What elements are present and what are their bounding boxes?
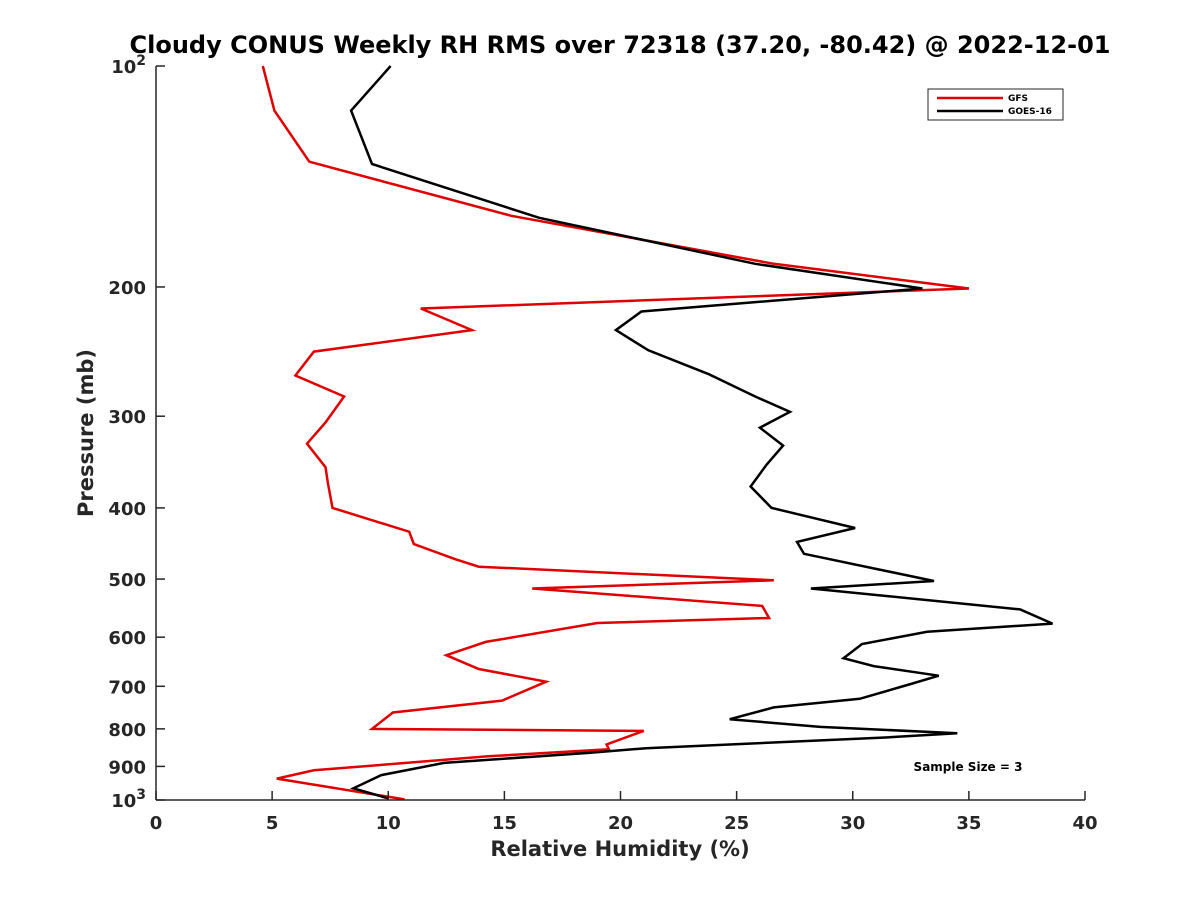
- y-tick-label: 700: [108, 677, 146, 698]
- y-tick-label: 103: [111, 787, 146, 812]
- y-tick-label: 200: [108, 278, 146, 299]
- series-line-goes16: [349, 65, 1054, 800]
- x-tick-label: 40: [1072, 813, 1097, 834]
- y-tick-base: 900: [108, 757, 146, 778]
- y-tick-label: 900: [108, 757, 146, 778]
- x-tick-label: 35: [956, 813, 981, 834]
- sample-size-annotation: Sample Size = 3: [914, 760, 1023, 774]
- y-tick-label: 800: [108, 720, 146, 741]
- y-tick-label: 102: [111, 53, 146, 78]
- x-tick-label: 15: [492, 813, 517, 834]
- x-ticks: 0 5 10 15 20 25 30 35 40: [150, 791, 1098, 834]
- x-tick-label: 20: [608, 813, 633, 834]
- y-tick-base: 10: [111, 57, 136, 78]
- legend-box: [927, 88, 1064, 121]
- x-tick-label: 25: [724, 813, 749, 834]
- y-tick-label: 400: [108, 499, 146, 520]
- legend: GFS GOES-16: [927, 88, 1064, 121]
- plot-area: 0 5 10 15 20 25 30 35 40 10220030040050060070080…: [108, 53, 1097, 834]
- legend-label-gfs: GFS: [1008, 94, 1028, 104]
- legend-label-goes16: GOES-16: [1008, 107, 1052, 117]
- y-tick-base: 800: [108, 720, 146, 741]
- y-tick-exponent: 3: [136, 787, 146, 803]
- x-tick-label: 30: [840, 813, 865, 834]
- y-tick-label: 500: [108, 570, 146, 591]
- y-tick-base: 200: [108, 278, 146, 299]
- x-axis-label: Relative Humidity (%): [490, 837, 749, 861]
- y-tick-exponent: 2: [136, 53, 146, 69]
- y-tick-label: 300: [108, 407, 146, 428]
- x-tick-label: 5: [266, 813, 279, 834]
- x-tick-label: 0: [150, 813, 163, 834]
- y-tick-base: 500: [108, 570, 146, 591]
- series-line-gfs: [261, 65, 970, 801]
- y-tick-base: 10: [111, 791, 136, 812]
- x-tick-label: 10: [376, 813, 401, 834]
- y-tick-base: 300: [108, 407, 146, 428]
- y-axis-label: Pressure (mb): [74, 349, 98, 517]
- y-tick-base: 700: [108, 677, 146, 698]
- series-layer: [261, 65, 1054, 801]
- y-tick-base: 600: [108, 628, 146, 649]
- y-tick-label: 600: [108, 628, 146, 649]
- chart-title: Cloudy CONUS Weekly RH RMS over 72318 (3…: [130, 31, 1111, 59]
- y-tick-base: 400: [108, 499, 146, 520]
